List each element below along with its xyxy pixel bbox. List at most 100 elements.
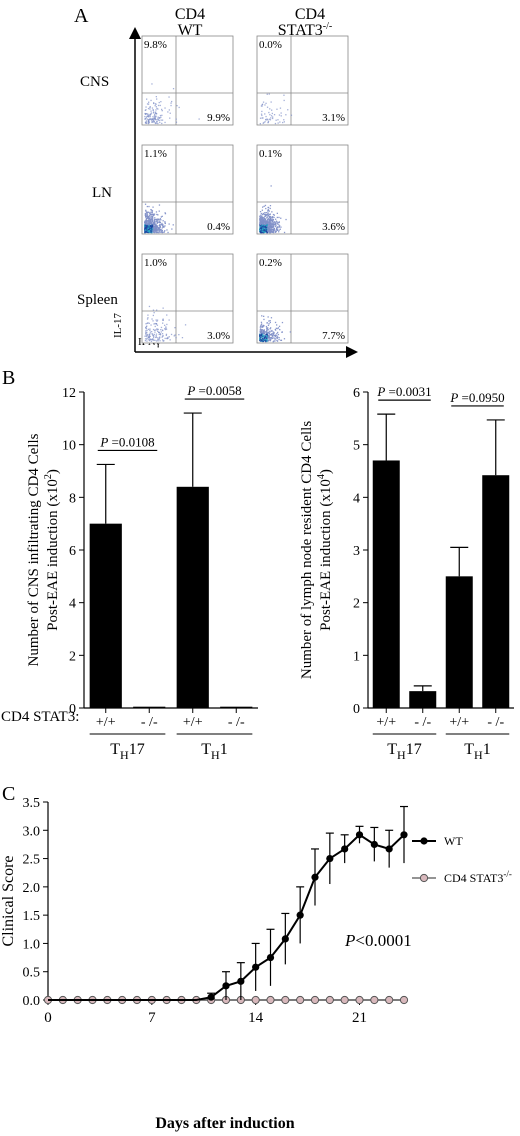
facs-event-dot [265,226,267,229]
legend-label-wt: WT [444,834,463,848]
facs-event-dot [145,116,148,118]
facs-event-dot [151,232,153,234]
facs-event-dot [147,337,150,339]
facs-event-dot [260,329,262,331]
facs-event-dot [149,329,151,331]
facs-event-dot [270,225,272,227]
facs-event-dot [169,339,171,341]
facs-event-dot [159,218,161,220]
y-tick-label: 1.0 [23,937,41,952]
y-axis-label-line2: Post-EAE induction (x10 [318,479,334,631]
facs-event-dot [158,221,160,224]
series-point-wt [370,840,378,849]
facs-event-dot [273,340,275,342]
facs-event-dot [146,216,149,219]
facs-event-dot [271,219,273,221]
facs-event-dot [154,331,156,333]
facs-event-dot [260,221,262,223]
facs-event-dot [148,338,150,341]
facs-event-dot [146,231,148,233]
facs-event-dot [144,225,146,228]
facs-event-dot [283,231,286,234]
facs-event-dot [149,225,151,227]
facs-event-dot [273,114,276,116]
facs-event-dot [146,118,148,120]
facs-event-dot [267,316,269,318]
facs-event-dot [276,221,278,223]
facs-event-dot [148,218,150,220]
facs-event-dot [162,319,164,321]
facs-event-dot [270,338,272,340]
facs-event-dot [265,337,268,339]
x-axis-label: Days after induction [155,1115,294,1132]
group-label-sub: H [397,748,406,762]
facs-event-dot [270,317,273,319]
facs-event-dot [144,335,146,337]
facs-event-dot [270,229,272,231]
facs-event-dot [267,340,269,342]
facs-event-dot [148,101,150,103]
facs-event-dot [146,325,148,327]
y-tick-label: 3 [353,544,360,559]
facs-event-dot [171,100,173,103]
facs-event-dot [275,119,277,121]
facs-event-dot [157,214,159,216]
facs-event-dot [270,336,272,339]
facs-event-dot [265,332,268,334]
facs-event-dot [268,229,270,231]
group-label-number: 17 [129,741,145,758]
p-value-symbol: P [376,384,385,399]
facs-event-dot [156,329,158,331]
facs-event-dot [263,223,265,225]
facs-event-dot [268,331,270,333]
facs-plot: 1.1% 0.4% [141,144,234,235]
facs-event-dot [261,315,263,317]
facs-event-dot [274,328,276,331]
facs-event-dot [261,117,263,119]
facs-event-dot [159,114,162,117]
facs-event-dot [162,318,164,320]
facs-event-dot [263,315,265,317]
facs-event-dot [155,333,158,335]
facs-event-dot [153,220,155,223]
facs-event-dot [261,217,264,219]
x-tick-label: +/+ [449,715,469,730]
facs-event-dot [155,106,157,108]
facs-pct-bottom-right: 3.1% [322,112,345,124]
facs-event-dot [262,206,264,208]
facs-event-dot [262,223,264,225]
facs-event-dot [149,114,151,116]
facs-event-dot [270,231,272,233]
facs-event-dot [154,112,156,114]
facs-event-dot [152,328,155,331]
row-prefix-cd4-stat3: CD4 STAT3: [1,709,79,725]
facs-event-dot [264,229,266,231]
facs-event-dot [265,212,267,214]
facs-event-dot [144,338,147,340]
facs-event-dot [279,225,281,227]
facs-event-dot [272,116,274,118]
facs-event-dot [278,114,281,116]
facs-event-dot [155,319,157,321]
facs-event-dot [274,338,276,340]
facs-event-dot [266,340,268,342]
facs-event-dot [271,224,273,226]
facs-event-dot [151,215,153,217]
facs-event-dot [153,120,155,122]
facs-event-dot [271,109,273,111]
panel-c-letter: C [2,783,15,805]
facs-event-dot [164,121,166,124]
facs-event-dot [157,108,159,110]
facs-event-dot [164,328,166,330]
facs-event-dot [272,331,274,333]
facs-event-dot [159,226,161,228]
facs-event-dot [151,118,153,120]
facs-plot: 9.8% 9.9% [141,35,234,126]
facs-event-dot [161,110,163,112]
facs-event-dot [152,206,154,208]
facs-event-dot [167,231,169,234]
facs-plot-frame [256,144,349,235]
facs-event-dot [150,112,153,114]
p-value-symbol: P [99,434,108,449]
